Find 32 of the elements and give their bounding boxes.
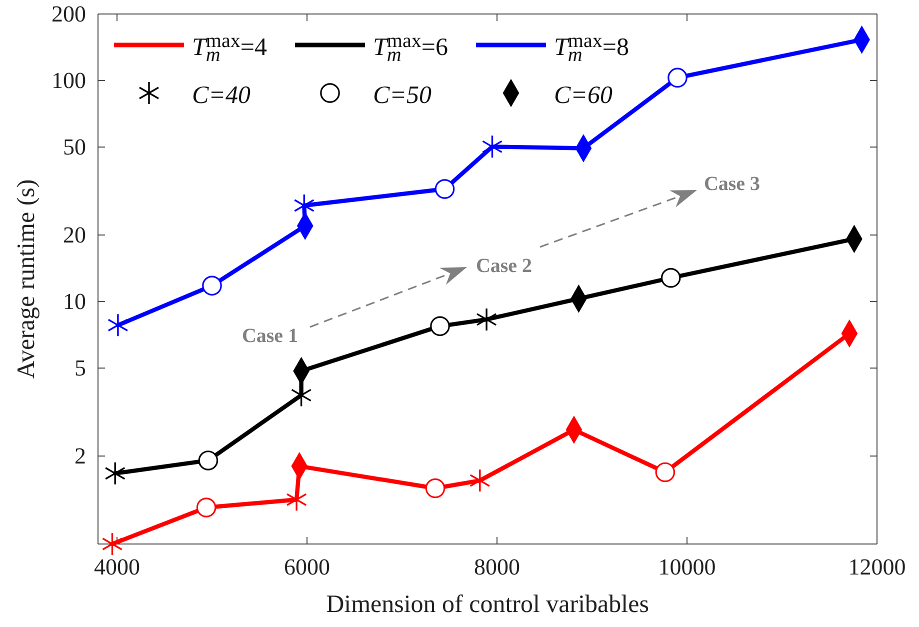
legend-label: T$_{m}$$^{max}$=6 — [373, 30, 448, 66]
point — [202, 276, 222, 296]
annotation: Case 1 — [242, 325, 298, 347]
y-tick-label: 10 — [63, 288, 86, 314]
x-tick-label: 4000 — [94, 554, 140, 580]
y-tick-label: 2 — [74, 443, 86, 468]
y-tick-label: 100 — [52, 68, 86, 93]
x-tick-label: 8000 — [474, 554, 520, 580]
point — [198, 450, 218, 470]
point — [434, 179, 455, 199]
annotation: Case 3 — [704, 173, 760, 195]
point — [425, 478, 446, 498]
x-tick-label: 10000 — [658, 554, 716, 580]
y-tick-label: 20 — [63, 222, 86, 248]
point — [668, 68, 688, 88]
point — [430, 316, 450, 336]
y-tick-label: 200 — [52, 1, 86, 26]
y-axis-title: Average runtime (s) — [13, 179, 40, 379]
x-tick-label: 6000 — [284, 554, 330, 580]
point — [196, 498, 216, 518]
x-axis-title: Dimension of control varibables — [326, 591, 649, 618]
annotation: Case 2 — [476, 255, 532, 277]
point — [660, 268, 681, 288]
legend-label: C=60 — [554, 82, 614, 109]
legend-label: T$_{m}$$^{max}$=8 — [554, 30, 629, 66]
x-tick-label: 12000 — [848, 554, 906, 580]
y-tick-label: 5 — [74, 355, 86, 380]
legend-label: T$_{m}$$^{max}$=4 — [192, 30, 268, 66]
point — [655, 462, 676, 482]
legend-label: C=50 — [373, 82, 432, 109]
legend-label: C=40 — [192, 82, 252, 109]
y-tick-label: 50 — [63, 134, 86, 160]
